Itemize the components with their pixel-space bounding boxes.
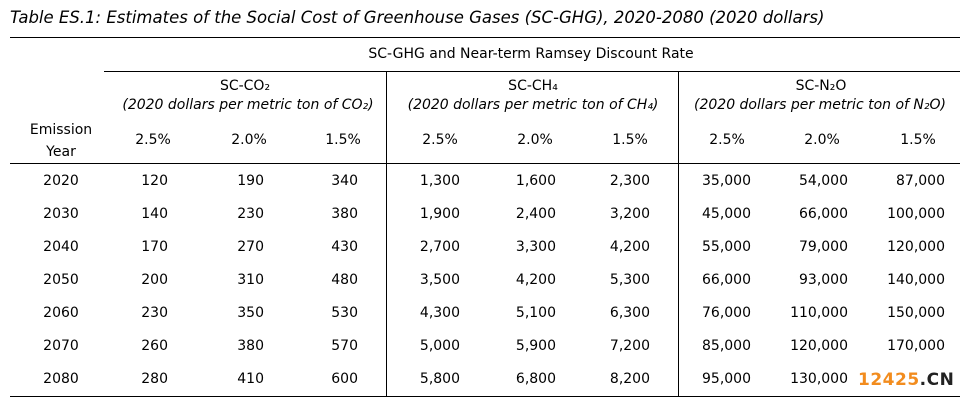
row-year: 2020 [43,173,79,189]
row-year: 2070 [43,338,79,354]
header-bottom-rule [10,163,960,164]
table-cell: 120,000 [887,239,945,255]
row-year: 2040 [43,239,79,255]
table-cell: 35,000 [702,173,751,189]
group-unit-ch4: (2020 dollars per metric ton of CH₄) [407,97,659,113]
table-cell: 7,200 [609,338,650,354]
table-cell: 1,900 [419,206,460,222]
rate-header: 2.5% [709,132,745,148]
table-cell: 380 [237,338,264,354]
table-cell: 5,900 [515,338,556,354]
table-cell: 4,300 [419,305,460,321]
group-divider-1 [386,71,387,396]
table-cell: 170 [141,239,168,255]
bottom-rule [10,396,960,397]
table-cell: 87,000 [896,173,945,189]
row-label-year: Year [46,144,76,160]
table-cell: 410 [237,371,264,387]
table-cell: 76,000 [702,305,751,321]
table-cell: 120,000 [790,338,848,354]
table-cell: 4,200 [609,239,650,255]
table-cell: 1,600 [515,173,556,189]
table-cell: 200 [141,272,168,288]
table-cell: 600 [331,371,358,387]
row-year: 2050 [43,272,79,288]
group-name-ch4: SC-CH₄ [508,78,558,94]
table-cell: 6,800 [515,371,556,387]
table-cell: 120 [141,173,168,189]
table-cell: 79,000 [799,239,848,255]
table-cell: 170,000 [887,338,945,354]
table-cell: 4,200 [515,272,556,288]
table-cell: 54,000 [799,173,848,189]
watermark-logo: 12425.CN [858,370,955,390]
row-label-emission: Emission [29,122,93,138]
rate-header: 2.0% [517,132,553,148]
table-cell: 280 [141,371,168,387]
table-cell: 3,200 [609,206,650,222]
top-rule [10,37,960,38]
rate-header: 1.5% [900,132,936,148]
table-cell: 530 [331,305,358,321]
table-cell: 570 [331,338,358,354]
table-cell: 8,200 [609,371,650,387]
table-cell: 100,000 [887,206,945,222]
table-cell: 230 [141,305,168,321]
table-cell: 140,000 [887,272,945,288]
row-year: 2080 [43,371,79,387]
table-cell: 66,000 [702,272,751,288]
table-cell: 310 [237,272,264,288]
table-cell: 2,400 [515,206,556,222]
table-cell: 5,000 [419,338,460,354]
rate-header: 2.0% [231,132,267,148]
table-cell: 5,100 [515,305,556,321]
table-cell: 5,800 [419,371,460,387]
table-cell: 2,300 [609,173,650,189]
table-cell: 270 [237,239,264,255]
rate-header: 1.5% [325,132,361,148]
table-cell: 66,000 [799,206,848,222]
rate-header: 2.5% [135,132,171,148]
table-title: Table ES.1: Estimates of the Social Cost… [10,8,825,27]
table-cell: 230 [237,206,264,222]
table-cell: 350 [237,305,264,321]
table-cell: 5,300 [609,272,650,288]
group-name-co2: SC-CO₂ [219,78,271,94]
rate-header: 2.0% [804,132,840,148]
table-cell: 190 [237,173,264,189]
table-cell: 430 [331,239,358,255]
group-unit-n2o: (2020 dollars per metric ton of N₂O) [694,97,946,113]
table-cell: 380 [331,206,358,222]
group-unit-co2: (2020 dollars per metric ton of CO₂) [122,97,374,113]
rate-header: 2.5% [422,132,458,148]
super-header: SC-GHG and Near-term Ramsey Discount Rat… [368,46,694,62]
row-year: 2060 [43,305,79,321]
rate-header: 1.5% [612,132,648,148]
table-cell: 340 [331,173,358,189]
group-divider-2 [678,71,679,396]
table-cell: 45,000 [702,206,751,222]
table-cell: 130,000 [790,371,848,387]
table-cell: 150,000 [887,305,945,321]
table-cell: 2,700 [419,239,460,255]
table-cell: 95,000 [702,371,751,387]
table-cell: 3,500 [419,272,460,288]
table-cell: 140 [141,206,168,222]
super-header-rule [104,71,960,72]
table-cell: 6,300 [609,305,650,321]
table-cell: 1,300 [419,173,460,189]
row-year: 2030 [43,206,79,222]
table-cell: 55,000 [702,239,751,255]
table-cell: 85,000 [702,338,751,354]
table-cell: 480 [331,272,358,288]
table-cell: 3,300 [515,239,556,255]
group-name-n2o: SC-N₂O [795,78,847,94]
table-cell: 260 [141,338,168,354]
table-cell: 110,000 [790,305,848,321]
table-cell: 93,000 [799,272,848,288]
